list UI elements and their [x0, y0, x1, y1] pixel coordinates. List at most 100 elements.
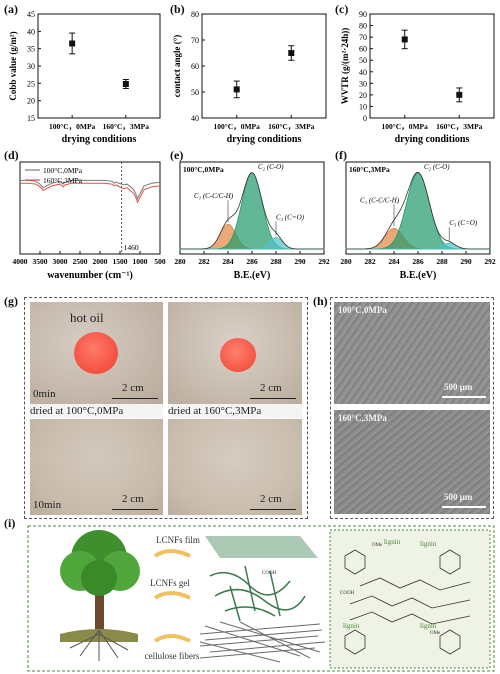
data-point	[456, 91, 463, 98]
x-tick-label: 1500	[113, 257, 128, 266]
chart-f-xps: 280 282 284 286 288 290 292 160°C,3MPa C₁ (C-C/C…	[340, 161, 496, 281]
y-tick-label: 40	[191, 114, 199, 123]
y-tick-label: 80	[359, 22, 367, 31]
y-tick-label: 45	[27, 10, 35, 19]
y-tick-label: 70	[191, 36, 199, 45]
x-tick-label: 1000	[133, 257, 148, 266]
y-tick-label: 80	[191, 10, 199, 19]
x-tick-label: 290	[294, 257, 306, 266]
y-tick-label: 40	[27, 27, 35, 36]
x-tick-label: 100°C，0MPa	[382, 122, 429, 131]
y-axis-label: contact angle (°)	[172, 35, 182, 98]
sem-scale-bar	[442, 396, 486, 398]
x-tick-label: 280	[340, 257, 352, 266]
time-label-10min: 10min	[33, 499, 62, 511]
photo-oil-left-10min: 10min 2 cm	[30, 419, 163, 515]
chart-title: 160°C,3MPa	[349, 165, 390, 174]
y-axis-label: Cobb value (g/m²)	[8, 31, 18, 100]
arrow-gel	[153, 591, 191, 600]
x-axis-label: drying conditions	[62, 134, 137, 145]
peak-fill	[179, 172, 325, 250]
x-tick-label: 160°C，3MPa	[268, 122, 315, 131]
panel-label-d: (d)	[4, 148, 19, 162]
plot-frame	[369, 13, 495, 119]
peak-label: C₁ (C-C/C-H)	[194, 192, 234, 200]
peak-fill	[345, 172, 491, 250]
label-lcnfs-film: LCNFs film	[156, 535, 200, 545]
chart-title: 100°C,0MPa	[183, 165, 224, 174]
panel-label-b: (b)	[170, 2, 185, 16]
ome-label: OMe	[430, 631, 441, 636]
tree-icon	[60, 530, 140, 661]
x-tick-label: 286	[412, 257, 424, 266]
chart-c-wvtr: 0 10 20 30 40 50 60 70 80 90 100°C，0MPa 160°C，3MPa d…	[340, 10, 495, 145]
y-axis-label: WVTR (g/(m²·24h))	[340, 28, 350, 104]
x-tick-label: 288	[270, 257, 282, 266]
panel-label-h: (h)	[313, 294, 328, 308]
sem-image-160c: 160°C,3MPa 500 μm	[334, 410, 490, 514]
panel-label-e: (e)	[170, 148, 184, 162]
series-line	[20, 182, 161, 204]
photo-panel-border	[24, 297, 308, 519]
x-tick-label: 100°C，0MPa	[214, 122, 261, 131]
y-tick-label: 50	[191, 88, 199, 97]
cooh-label: COOH	[262, 571, 277, 576]
sem-scale-label: 500 μm	[444, 382, 473, 392]
panel-label-g: (g)	[4, 294, 18, 308]
sem-scale-label: 500 μm	[444, 492, 473, 502]
lignin-label: lignin	[420, 540, 437, 548]
photo-oil-right-10min: 2 cm	[168, 419, 302, 515]
x-tick-label: 282	[364, 257, 376, 266]
sem-label-160c: 160°C,3MPa	[338, 413, 387, 423]
x-tick-label: 282	[198, 257, 210, 266]
peak-label: C₁ (C-C/C-H)	[360, 196, 400, 204]
scale-label: 2 cm	[260, 382, 282, 394]
sem-panel-border	[330, 297, 494, 519]
caption-100c: dried at 100°C,0MPa	[30, 404, 163, 418]
x-tick-label: 160°C，3MPa	[103, 122, 150, 131]
y-tick-label: 40	[359, 68, 367, 77]
x-tick-label: 100°C，0MPa	[49, 122, 96, 131]
sem-label-100c: 100°C,0MPa	[338, 305, 387, 315]
x-tick-label: 2500	[73, 257, 88, 266]
ome-label: OMe	[372, 543, 383, 548]
lignin-label: lignin	[343, 622, 360, 630]
x-axis-label: drying conditions	[395, 134, 470, 145]
arrow-film	[153, 549, 191, 558]
peak-label: C₃ (C=O)	[276, 213, 305, 221]
panel-label-i: (i)	[4, 516, 16, 530]
sem-image-100c: 100°C,0MPa 500 μm	[334, 302, 490, 404]
plot-frame	[37, 13, 161, 119]
y-tick-label: 30	[27, 62, 35, 71]
y-tick-label: 35	[27, 45, 35, 54]
y-tick-label: 10	[359, 102, 367, 111]
series-line	[20, 179, 161, 201]
legend-entry: 100°C,0MPa	[43, 166, 83, 175]
x-tick-label: 280	[174, 257, 186, 266]
x-tick-label: 3500	[33, 257, 48, 266]
scale-bar	[112, 509, 158, 510]
data-point	[69, 40, 76, 47]
data-point	[401, 36, 408, 43]
panel-label-c: (c)	[335, 2, 349, 16]
y-tick-label: 20	[27, 97, 35, 106]
molecule-structure	[344, 549, 471, 655]
time-label-0min: 0min	[33, 388, 56, 400]
x-axis-label: B.E.(eV)	[400, 270, 437, 281]
peak-label: C₂ (C-O)	[424, 163, 450, 171]
x-tick-label: 500	[154, 257, 166, 266]
x-tick-label: 3000	[53, 257, 68, 266]
data-point	[122, 81, 129, 88]
annotation-label: 1460	[124, 243, 139, 252]
arrow-fibers	[153, 634, 191, 643]
x-tick-label: 292	[484, 257, 496, 266]
x-tick-label: 284	[388, 257, 400, 266]
x-tick-label: 286	[246, 257, 258, 266]
sem-scale-bar	[442, 506, 486, 508]
x-tick-label: 288	[436, 257, 448, 266]
y-tick-label: 20	[359, 91, 367, 100]
y-tick-label: 50	[359, 56, 367, 65]
x-tick-label: 2000	[93, 257, 108, 266]
y-tick-label: 70	[359, 33, 367, 42]
fiber-mat	[199, 621, 326, 663]
